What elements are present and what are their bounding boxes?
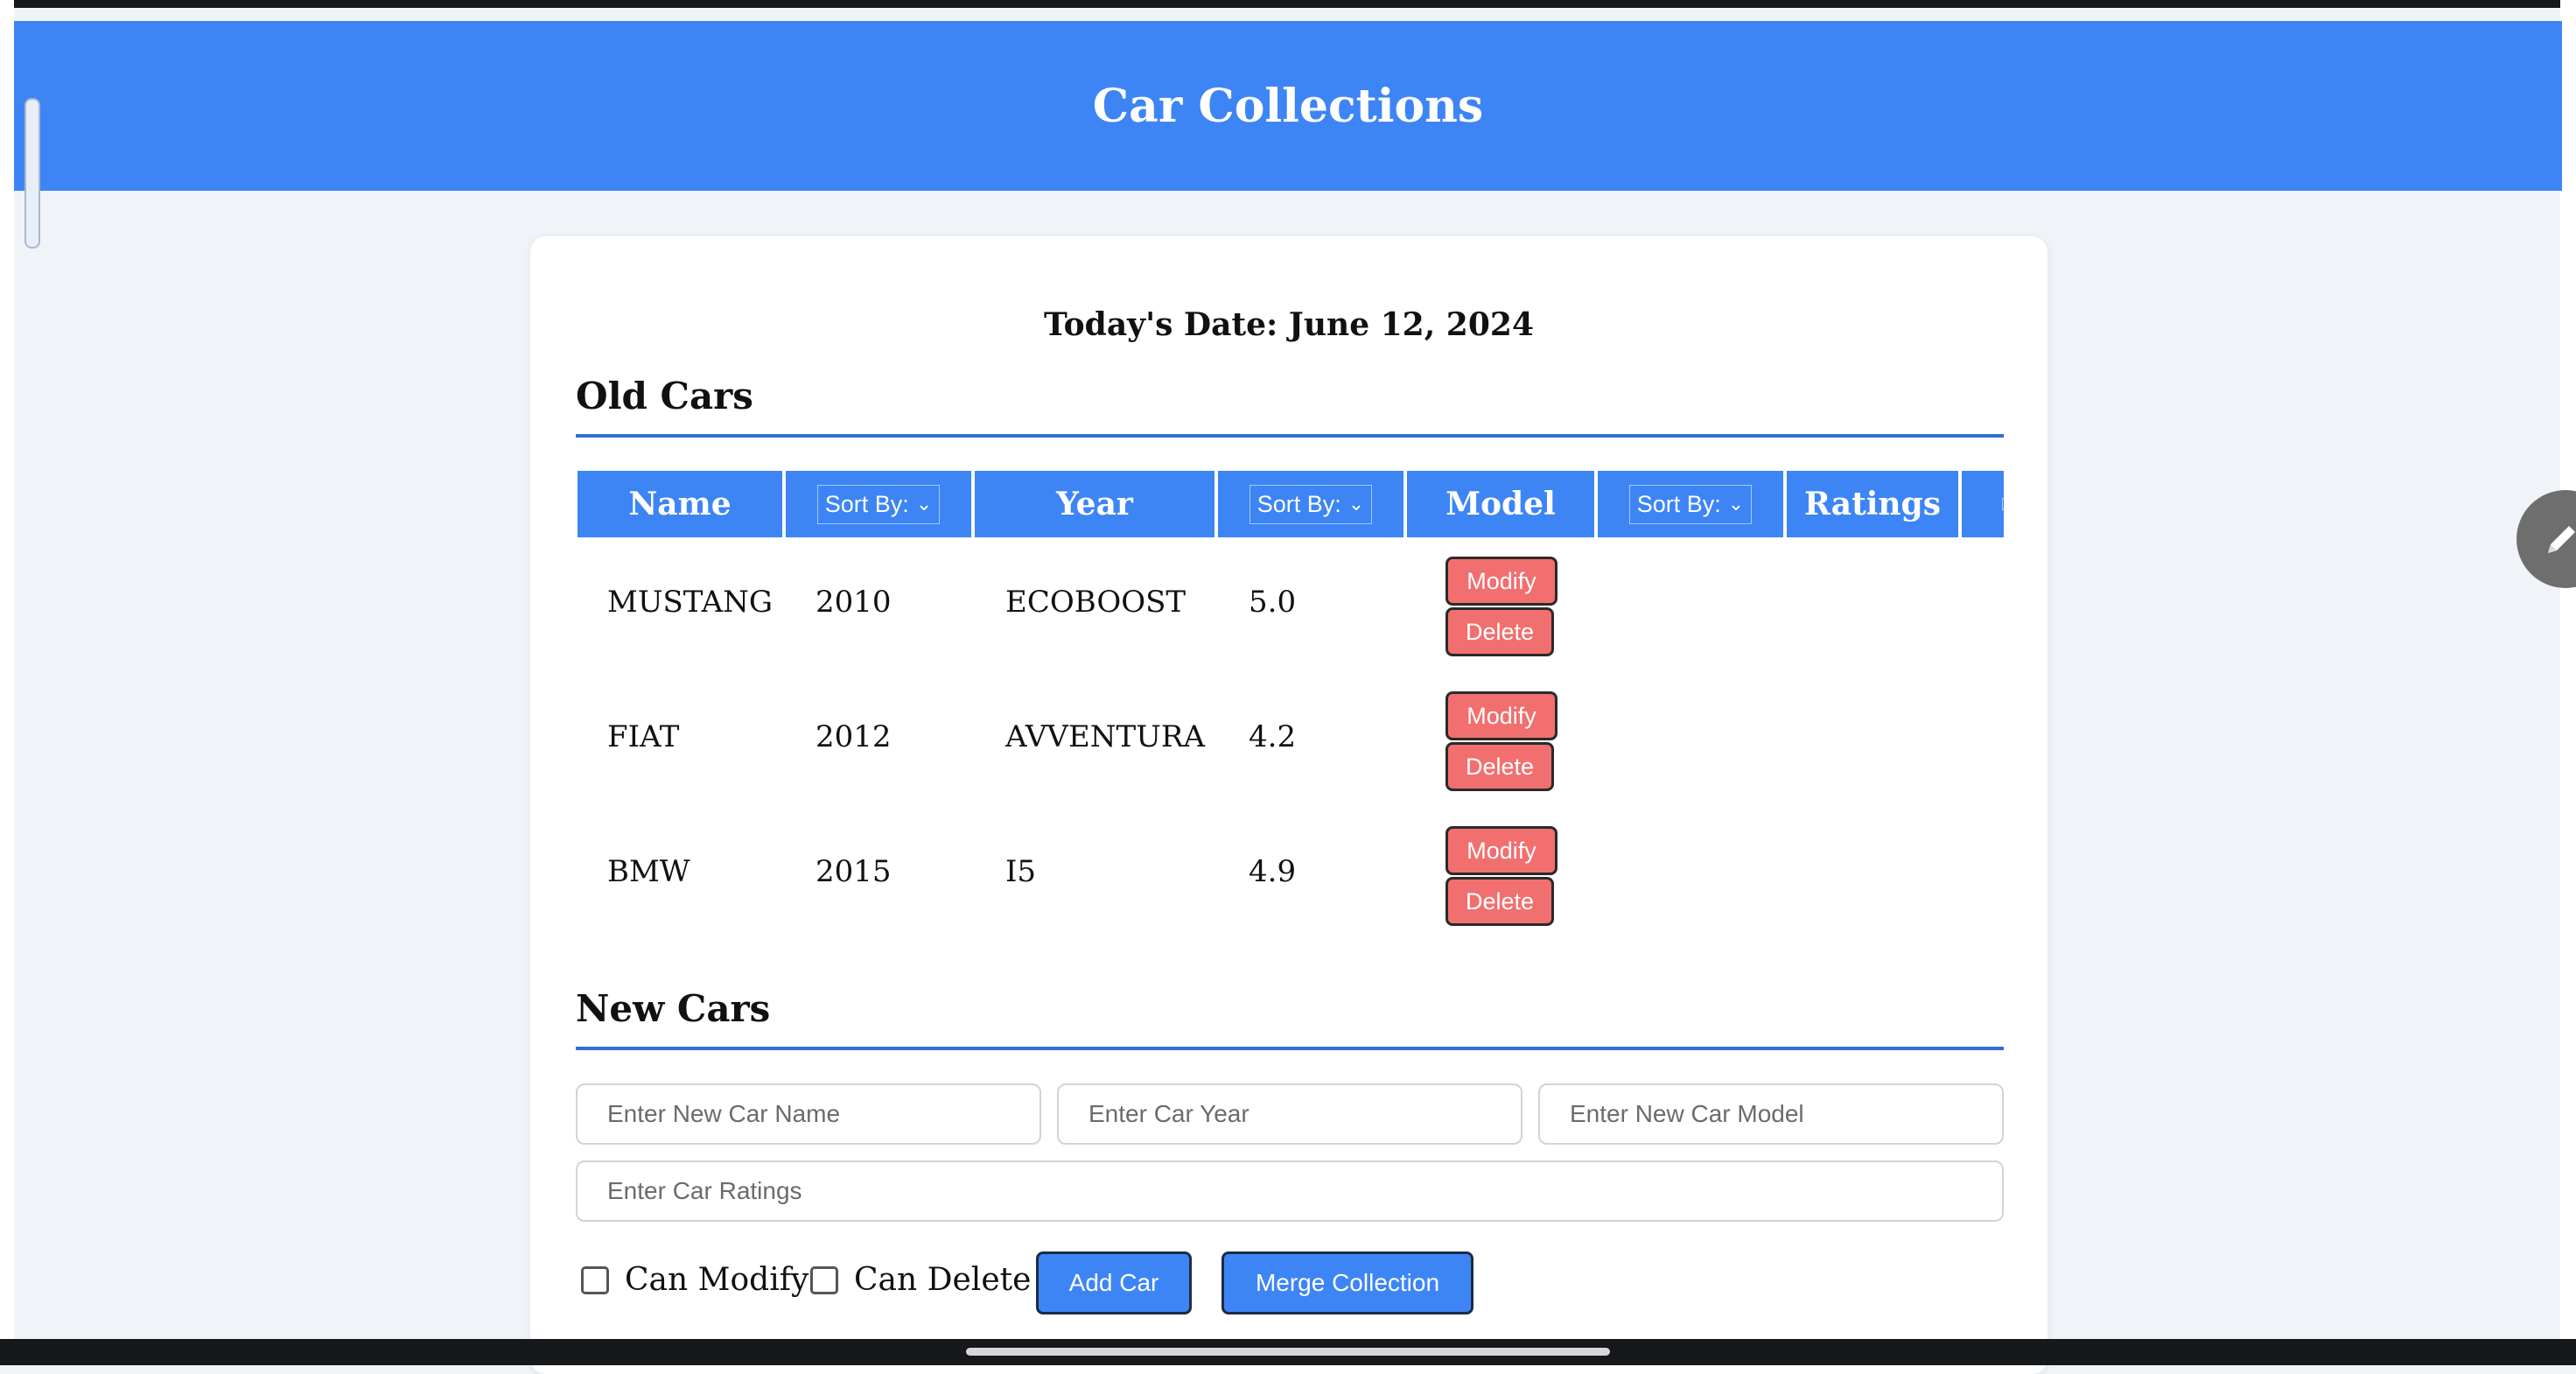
column-header-model: Model: [1407, 471, 1594, 537]
sort-by-name-select[interactable]: Sort By: ⌄: [816, 484, 941, 524]
sort-by-model-select[interactable]: Sort By: ⌄: [1628, 484, 1753, 524]
row-3-rating: 4.9: [1249, 854, 1297, 889]
old-cars-divider: [576, 434, 2004, 438]
can-modify-option[interactable]: Can Modify: [581, 1262, 808, 1298]
merge-collection-button[interactable]: Merge Collection: [1222, 1251, 1474, 1314]
chevron-down-icon: ⌄: [1348, 493, 1365, 515]
page-title: Car Collections: [1092, 79, 1484, 133]
sort-by-model-cell: Sort By: ⌄: [1598, 471, 1783, 537]
edit-fab-button[interactable]: [2516, 490, 2576, 588]
column-header-year: Year: [975, 471, 1214, 537]
delete-button[interactable]: Delete: [1446, 742, 1554, 791]
sort-by-name-label: Sort By:: [824, 490, 909, 517]
old-cars-title: Old Cars: [576, 375, 753, 417]
can-modify-label: Can Modify: [625, 1262, 809, 1298]
pencil-icon: [2548, 526, 2575, 553]
new-car-year-input[interactable]: [1057, 1083, 1522, 1145]
can-delete-label: Can Delete: [854, 1262, 1032, 1298]
sort-by-year-select[interactable]: Sort By: ⌄: [1249, 484, 1373, 524]
row-1-model: ECOBOOST: [1005, 585, 1186, 620]
row-2-name: FIAT: [607, 719, 680, 754]
new-car-name-input[interactable]: [576, 1083, 1041, 1145]
sort-by-ratings-select[interactable]: [2002, 498, 2004, 510]
modify-button[interactable]: Modify: [1446, 826, 1558, 875]
row-3-name: BMW: [607, 854, 690, 889]
column-header-name: Name: [578, 471, 782, 537]
modify-button[interactable]: Modify: [1446, 691, 1558, 740]
window-right-edge: [2560, 0, 2576, 1365]
row-2-rating: 4.2: [1249, 719, 1297, 754]
row-1-year: 2010: [816, 585, 892, 620]
old-cars-table-header: Name Sort By: ⌄ Year Sort By: ⌄ Model So…: [578, 471, 2004, 537]
row-1-name: MUSTANG: [607, 585, 774, 620]
row-3-year: 2015: [816, 854, 892, 889]
delete-button[interactable]: Delete: [1446, 607, 1554, 656]
new-car-ratings-input[interactable]: [576, 1160, 2004, 1222]
window-top-edge: [0, 0, 2576, 8]
can-delete-checkbox[interactable]: [810, 1265, 838, 1294]
sort-by-name-cell: Sort By: ⌄: [786, 471, 971, 537]
window-left-edge: [0, 0, 14, 1365]
page-header: Car Collections: [14, 21, 2562, 191]
new-car-model-input[interactable]: [1538, 1083, 2004, 1145]
row-2-year: 2012: [816, 719, 892, 754]
scrollbar-thumb[interactable]: [24, 98, 40, 249]
row-3-model: I5: [1005, 854, 1037, 889]
can-delete-option[interactable]: Can Delete: [810, 1262, 1031, 1298]
delete-button[interactable]: Delete: [1446, 877, 1554, 926]
chevron-down-icon: ⌄: [915, 493, 933, 515]
sort-by-ratings-cell: [1962, 471, 2004, 537]
sort-by-year-cell: Sort By: ⌄: [1218, 471, 1404, 537]
home-indicator[interactable]: [966, 1348, 1610, 1356]
chevron-down-icon: ⌄: [1727, 493, 1745, 515]
todays-date: Today's Date: June 12, 2024: [1044, 306, 1534, 343]
sort-by-year-label: Sort By:: [1256, 490, 1341, 517]
can-modify-checkbox[interactable]: [581, 1265, 609, 1294]
row-2-model: AVVENTURA: [1005, 719, 1206, 754]
sort-by-model-label: Sort By:: [1636, 490, 1721, 517]
row-1-rating: 5.0: [1249, 585, 1297, 620]
modify-button[interactable]: Modify: [1446, 557, 1558, 606]
new-cars-title: New Cars: [576, 987, 771, 1030]
new-cars-divider: [576, 1047, 2004, 1050]
add-car-button[interactable]: Add Car: [1036, 1251, 1192, 1314]
main-card: Today's Date: June 12, 2024 Old Cars Nam…: [530, 236, 2048, 1374]
column-header-ratings: Ratings: [1787, 471, 1958, 537]
